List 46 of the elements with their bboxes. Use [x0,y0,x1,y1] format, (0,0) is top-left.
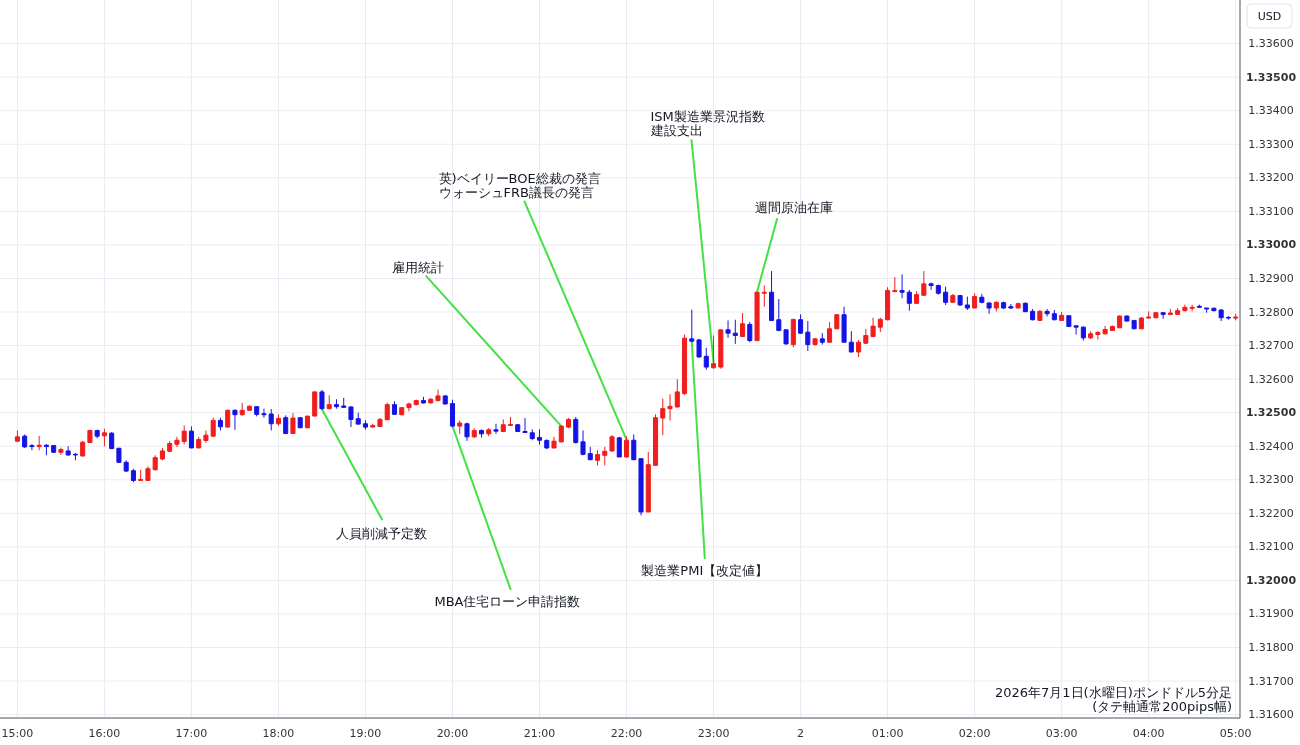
y-tick-label: 1.31900 [1248,607,1294,621]
y-tick-label: 1.32500 [1245,406,1297,420]
x-tick-label: 2 [797,726,805,740]
annotation: 英)ベイリーBOE総裁の発言ウォーシュFRB議長の発言 [438,170,601,200]
x-tick-label: 18:00 [262,726,295,740]
y-tick-label: 1.32900 [1248,271,1294,285]
annotation: MBA住宅ローン申請指数 [434,593,581,609]
x-tick-label: 23:00 [697,726,730,740]
y-tick-label: 1.32700 [1248,339,1294,353]
y-tick-label: 1.33400 [1248,104,1294,118]
annotation: 製造業PMI【改定値】 [641,562,769,578]
y-tick-label: 1.33000 [1245,238,1297,252]
x-tick-label: 01:00 [871,726,904,740]
y-tick-label: 1.31600 [1248,708,1294,722]
y-tick-label: 1.33600 [1248,37,1294,51]
y-tick-label: 1.33300 [1248,137,1294,151]
x-tick-label: 21:00 [523,726,556,740]
x-tick-label: 03:00 [1045,726,1078,740]
x-tick-label: 16:00 [88,726,121,740]
y-tick-label: 1.32100 [1248,540,1294,554]
y-tick-label: 1.33100 [1248,204,1294,218]
x-tick-label: 05:00 [1219,726,1252,740]
x-tick-label: 02:00 [958,726,991,740]
annotation: (タテ軸通常200pips幅) [1092,698,1232,714]
y-tick-label: 1.32800 [1248,305,1294,319]
x-tick-label: 20:00 [436,726,469,740]
y-tick-label: 1.32000 [1245,573,1297,587]
y-axis-title: USD [1257,9,1282,23]
annotation: 人員削減予定数 [336,525,428,541]
annotation: 2026年7月1日(水曜日)ポンドドル5分足 [994,684,1232,700]
y-tick-label: 1.32600 [1248,372,1294,386]
x-tick-label: 22:00 [610,726,643,740]
annotation: 雇用統計 [392,259,445,275]
y-tick-label: 1.32200 [1248,506,1294,520]
y-tick-label: 1.33200 [1248,171,1294,185]
x-tick-label: 17:00 [175,726,208,740]
x-tick-label: 15:00 [1,726,34,740]
y-tick-label: 1.31700 [1248,674,1294,688]
y-tick-label: 1.33500 [1245,70,1297,84]
annotation: 週間原油在庫 [755,199,834,215]
y-tick-label: 1.32400 [1248,439,1294,453]
x-tick-label: 19:00 [349,726,382,740]
annotation: ISM製造業景況指数建設支出 [649,108,765,138]
y-tick-label: 1.31800 [1248,641,1294,655]
x-tick-label: 04:00 [1132,726,1165,740]
y-tick-label: 1.32300 [1248,473,1294,487]
